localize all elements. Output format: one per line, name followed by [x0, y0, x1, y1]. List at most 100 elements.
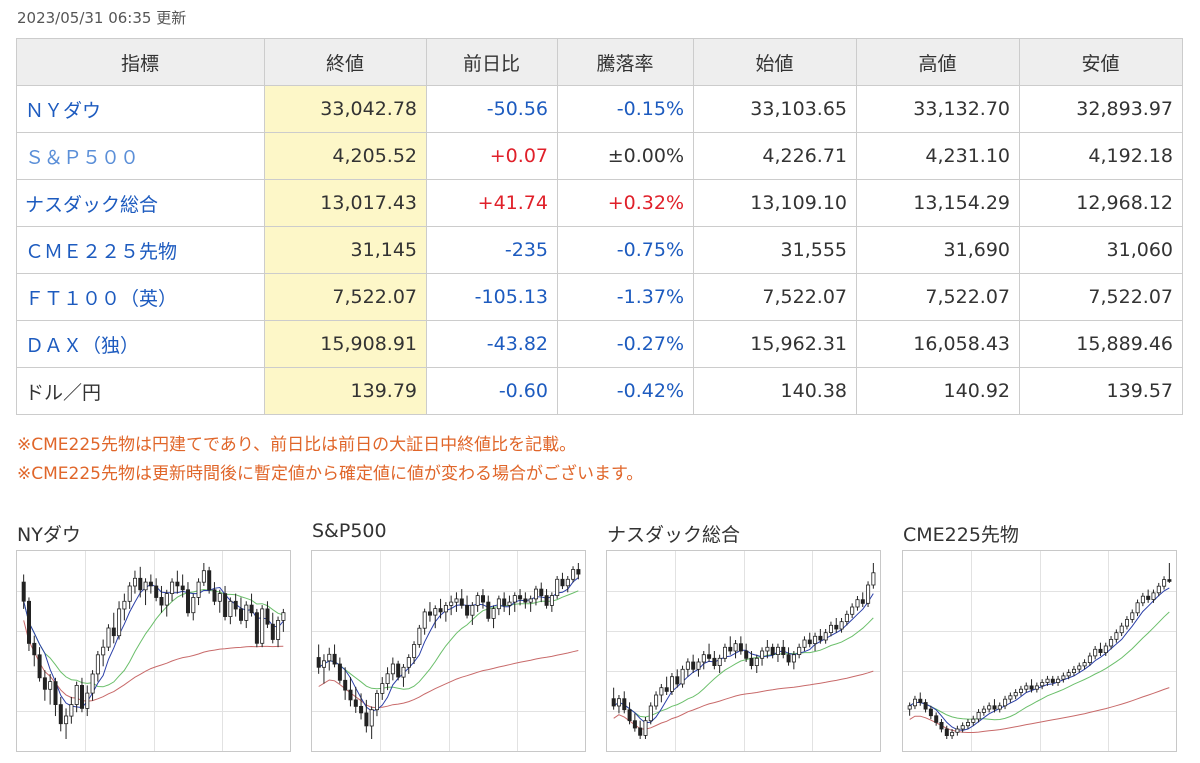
candle-body [69, 704, 74, 717]
change-rate-value: ±0.00% [557, 132, 694, 180]
candle-body [244, 604, 249, 621]
change-value: -235 [426, 226, 558, 274]
indicator-link[interactable]: Ｓ＆Ｐ５００ [25, 146, 140, 169]
candle-body [518, 595, 523, 600]
candle-body [1066, 672, 1071, 677]
table-row: ＮＹダウ 33,042.78 -50.56 -0.15% 33,103.65 33,132… [16, 85, 1183, 133]
candle-body [138, 577, 143, 591]
candle-body [385, 673, 390, 685]
candle-body [565, 578, 570, 587]
candle-body [675, 676, 680, 685]
candle-body [359, 705, 364, 714]
candle-body [802, 639, 807, 648]
candle-body [1077, 665, 1082, 670]
candle-body [664, 687, 669, 692]
candle-body [375, 692, 380, 711]
header-change: 前日比 [426, 38, 558, 86]
candle-body [571, 569, 576, 580]
chart-nasdaq[interactable] [606, 550, 881, 752]
candle-body [159, 597, 164, 606]
candle-body [417, 627, 422, 645]
candle-body [866, 584, 871, 604]
candle-body [191, 597, 196, 614]
change-rate-value: -0.27% [557, 320, 694, 368]
candle-body [111, 627, 116, 637]
candle-body [332, 653, 337, 665]
candle-body [117, 608, 122, 637]
candle-body [1008, 695, 1013, 700]
low-value: 15,889.46 [1019, 320, 1183, 368]
candle-body [502, 598, 507, 606]
table-header-row: 指標 終値 前日比 騰落率 始値 高値 安値 [16, 38, 1183, 86]
candle-body [185, 589, 190, 614]
chart-title-sp500[interactable]: S&P500 [312, 520, 387, 542]
indicator-link[interactable]: ＤＡＸ（独） [25, 334, 140, 357]
open-value: 7,522.07 [693, 273, 857, 321]
candle-body [539, 588, 544, 596]
high-value: 4,231.10 [856, 132, 1020, 180]
chart-nydow[interactable] [16, 550, 291, 752]
candle-body [1151, 592, 1156, 600]
candle-body [101, 646, 106, 656]
candle-body [491, 608, 496, 619]
candle-body [1061, 675, 1066, 680]
high-value: 140.92 [856, 367, 1020, 415]
candle-body [164, 593, 169, 606]
candle-body [438, 608, 443, 613]
candle-body [981, 708, 986, 713]
ma-mid-line [23, 588, 284, 688]
indicator-cell: ナスダック総合 [16, 179, 265, 227]
ma-mid-line [613, 617, 874, 718]
low-value: 12,968.12 [1019, 179, 1183, 227]
candle-body [475, 595, 480, 606]
candle-body [643, 720, 648, 736]
candle-body [839, 621, 844, 630]
indicator-cell: Ｓ＆Ｐ５００ [16, 132, 265, 180]
candle-body [327, 653, 332, 662]
ma-long-line [909, 687, 1170, 733]
change-value: -50.56 [426, 85, 558, 133]
chart-title-nydow[interactable]: NYダウ [17, 524, 81, 546]
candle-body [90, 673, 95, 694]
candle-body [1056, 678, 1061, 683]
indicator-link[interactable]: ＣＭＥ２２５先物 [25, 240, 178, 263]
indicator-link: ドル／円 [25, 381, 102, 404]
candle-body [1024, 685, 1029, 690]
indicator-link[interactable]: ナスダック総合 [25, 193, 159, 216]
candle-body [696, 661, 701, 670]
candle-body [148, 581, 153, 587]
indicator-cell: ＦＴ１００（英） [16, 273, 265, 321]
candle-body [223, 593, 228, 617]
candle-body [939, 721, 944, 730]
open-value: 33,103.65 [693, 85, 857, 133]
candle-body [201, 570, 206, 583]
candle-body [680, 668, 685, 685]
indicator-link[interactable]: ＮＹダウ [25, 99, 102, 122]
candle-body [276, 620, 281, 640]
chart-cme225[interactable] [902, 550, 1177, 752]
chart-title-nasdaq[interactable]: ナスダック総合 [607, 524, 741, 546]
close-value: 13,017.43 [264, 179, 427, 227]
candle-body [196, 581, 201, 598]
table-row: ＣＭＥ２２５先物 31,145 -235 -0.75% 31,555 31,690 31,0… [16, 226, 1183, 274]
candle-body [707, 654, 712, 659]
candle-body [701, 654, 706, 663]
indicator-link[interactable]: ＦＴ１００（英） [25, 287, 178, 310]
candle-body [871, 572, 876, 586]
candle-body [470, 605, 475, 616]
candle-body [353, 699, 358, 707]
low-value: 139.57 [1019, 367, 1183, 415]
table-row: ナスダック総合 13,017.43 +41.74 +0.32% 13,109.10 13,… [16, 179, 1183, 227]
table-row: ＦＴ１００（英） 7,522.07 -105.13 -1.37% 7,522.07 7,5… [16, 273, 1183, 321]
candle-body [523, 598, 528, 603]
chart-title-cme225[interactable]: CME225先物 [903, 524, 1019, 546]
high-value: 7,522.07 [856, 273, 1020, 321]
candle-body [1013, 692, 1018, 697]
candle-body [1045, 678, 1050, 683]
candle-body [270, 623, 275, 640]
candle-body [1029, 685, 1034, 690]
candle-body [813, 635, 818, 645]
chart-sp500[interactable] [311, 550, 586, 752]
candle-body [369, 709, 374, 727]
candle-body [1093, 648, 1098, 657]
